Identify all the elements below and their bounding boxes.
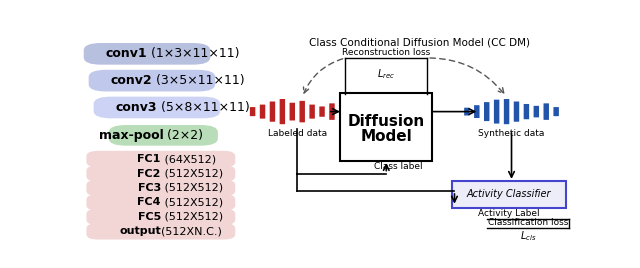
FancyBboxPatch shape xyxy=(300,101,305,122)
Text: max-pool: max-pool xyxy=(99,129,163,142)
FancyBboxPatch shape xyxy=(464,108,470,116)
FancyBboxPatch shape xyxy=(289,103,295,121)
FancyBboxPatch shape xyxy=(89,70,215,91)
Text: (512X512): (512X512) xyxy=(161,169,223,178)
FancyBboxPatch shape xyxy=(504,99,509,124)
FancyBboxPatch shape xyxy=(86,209,236,225)
Text: (512XN.C.): (512XN.C.) xyxy=(161,226,221,236)
FancyBboxPatch shape xyxy=(269,102,275,122)
FancyBboxPatch shape xyxy=(309,105,315,119)
FancyBboxPatch shape xyxy=(250,107,255,116)
Text: FC5: FC5 xyxy=(138,212,161,222)
Text: Diffusion: Diffusion xyxy=(348,114,425,129)
Text: (512X512): (512X512) xyxy=(161,212,223,222)
Text: conv1: conv1 xyxy=(106,47,147,60)
FancyBboxPatch shape xyxy=(340,93,432,161)
FancyBboxPatch shape xyxy=(524,104,529,119)
Text: (64X512): (64X512) xyxy=(161,154,216,164)
Text: Activity Label: Activity Label xyxy=(478,209,540,218)
FancyBboxPatch shape xyxy=(84,43,210,65)
FancyBboxPatch shape xyxy=(109,125,218,146)
FancyBboxPatch shape xyxy=(543,103,549,120)
FancyBboxPatch shape xyxy=(554,107,559,116)
FancyBboxPatch shape xyxy=(319,106,324,117)
Text: (512X512): (512X512) xyxy=(161,183,223,193)
Text: Class Conditional Diffusion Model (CC DM): Class Conditional Diffusion Model (CC DM… xyxy=(309,37,531,47)
Text: (3×5×11×11): (3×5×11×11) xyxy=(152,74,244,87)
FancyBboxPatch shape xyxy=(86,151,236,167)
Text: Class label: Class label xyxy=(374,162,423,171)
Text: FC2: FC2 xyxy=(138,169,161,178)
Text: (5×8×11×11): (5×8×11×11) xyxy=(157,101,250,114)
FancyBboxPatch shape xyxy=(484,102,490,121)
FancyBboxPatch shape xyxy=(93,97,220,118)
FancyBboxPatch shape xyxy=(86,194,236,211)
FancyBboxPatch shape xyxy=(534,106,539,117)
Text: conv2: conv2 xyxy=(110,74,152,87)
Text: Model: Model xyxy=(360,129,412,144)
Text: Synthetic data: Synthetic data xyxy=(478,129,545,138)
FancyBboxPatch shape xyxy=(452,181,566,207)
Text: (2×2): (2×2) xyxy=(163,129,204,142)
FancyBboxPatch shape xyxy=(86,180,236,196)
FancyBboxPatch shape xyxy=(514,102,519,122)
Text: Activity Classifier: Activity Classifier xyxy=(467,189,551,199)
Text: $L_{rec}$: $L_{rec}$ xyxy=(377,67,396,81)
FancyBboxPatch shape xyxy=(339,108,344,116)
Text: (512X512): (512X512) xyxy=(161,198,223,207)
Text: FC4: FC4 xyxy=(138,198,161,207)
FancyBboxPatch shape xyxy=(86,165,236,182)
Text: (1×3×11×11): (1×3×11×11) xyxy=(147,47,239,60)
FancyBboxPatch shape xyxy=(260,105,265,119)
FancyBboxPatch shape xyxy=(494,100,499,124)
Text: $L_{cls}$: $L_{cls}$ xyxy=(520,229,536,243)
Text: Classification loss: Classification loss xyxy=(488,218,568,227)
Text: FC3: FC3 xyxy=(138,183,161,193)
Text: FC1: FC1 xyxy=(138,154,161,164)
Text: Reconstruction loss: Reconstruction loss xyxy=(342,48,431,57)
FancyBboxPatch shape xyxy=(280,99,285,124)
Text: Labeled data: Labeled data xyxy=(268,129,327,138)
Text: output: output xyxy=(119,226,161,236)
FancyBboxPatch shape xyxy=(474,105,479,118)
FancyBboxPatch shape xyxy=(86,223,236,240)
Text: conv3: conv3 xyxy=(115,101,157,114)
FancyBboxPatch shape xyxy=(329,103,335,120)
